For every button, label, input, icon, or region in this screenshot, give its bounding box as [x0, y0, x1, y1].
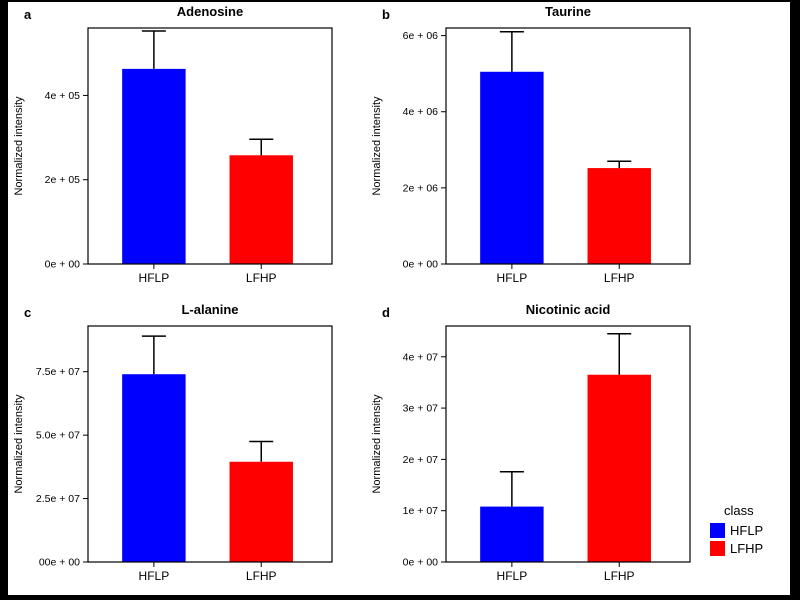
y-tick-label: 00e + 00	[39, 557, 80, 569]
y-tick-label: 0e + 00	[403, 259, 438, 271]
bar-hflp	[480, 506, 544, 562]
panel-b: Taurine b Normalized intensity 0e + 00 2e + …	[366, 2, 716, 298]
y-tick-label: 4e + 06	[403, 106, 438, 118]
bar-lfhp	[587, 168, 651, 264]
y-tick-label: 3e + 07	[403, 403, 438, 415]
bar-lfhp	[587, 374, 651, 562]
plot-box	[445, 27, 691, 265]
panel-letter: c	[24, 305, 31, 320]
y-tick-label: 2.5e + 07	[36, 493, 80, 505]
chart-svg-d: Nicotinic acid d Normalized intensity 0e + …	[371, 302, 691, 583]
y-axis-label: Normalized intensity	[371, 96, 383, 196]
y-tick-label: 5.0e + 07	[36, 430, 80, 442]
x-category-label: HFLP	[497, 271, 528, 285]
legend-label-lfhp: LFHP	[730, 540, 764, 556]
y-tick-label: 4e + 05	[45, 90, 80, 102]
x-category-label: LFHP	[246, 569, 277, 583]
y-tick-label: 0e + 00	[45, 259, 80, 271]
panel-letter: b	[382, 7, 390, 22]
x-category-label: LFHP	[246, 271, 277, 285]
bar-lfhp	[229, 155, 293, 264]
panel-a: Adenosine a Normalized intensity 0e + 00 2e …	[8, 2, 358, 298]
x-category-label: HFLP	[497, 569, 528, 583]
legend-swatch-lfhp	[710, 541, 725, 557]
chart-title: Taurine	[545, 4, 591, 19]
y-tick-label: 6e + 06	[403, 30, 438, 42]
bar-lfhp	[229, 461, 293, 562]
plot-box	[87, 27, 333, 265]
bar-hflp	[480, 71, 544, 264]
plot-box	[445, 325, 691, 563]
plot-box	[87, 325, 333, 563]
x-category-label: HFLP	[139, 271, 170, 285]
chart-svg-a: Adenosine a Normalized intensity 0e + 00 2e …	[13, 4, 333, 285]
y-tick-label: 7.5e + 07	[36, 366, 80, 378]
chart-svg-c: L-alanine c Normalized intensity 00e + 00 2.…	[13, 302, 333, 583]
y-axis-label: Normalized intensity	[371, 394, 383, 494]
panel-c: L-alanine c Normalized intensity 00e + 00 2.…	[8, 300, 358, 596]
y-tick-label: 2e + 05	[45, 174, 80, 186]
legend-item-hflp: HFLP	[710, 522, 764, 539]
y-axis-label: Normalized intensity	[13, 96, 25, 196]
y-axis-label: Normalized intensity	[13, 394, 25, 494]
chart-svg-b: Taurine b Normalized intensity 0e + 00 2e + …	[371, 4, 691, 285]
legend-swatch-hflp	[710, 523, 725, 539]
legend: class HFLP LFHP	[710, 503, 764, 559]
legend-title: class	[724, 503, 754, 518]
x-category-label: LFHP	[604, 569, 635, 583]
bar-hflp	[122, 374, 186, 562]
y-tick-label: 1e + 07	[403, 505, 438, 517]
y-tick-label: 2e + 07	[403, 454, 438, 466]
panel-letter: d	[382, 305, 390, 320]
y-tick-label: 2e + 06	[403, 182, 438, 194]
panel-letter: a	[24, 7, 32, 22]
chart-title: Nicotinic acid	[526, 302, 611, 317]
legend-label-hflp: HFLP	[730, 522, 764, 538]
panel-d: Nicotinic acid d Normalized intensity 0e + …	[366, 300, 716, 596]
legend-item-lfhp: LFHP	[710, 540, 764, 557]
x-category-label: HFLP	[139, 569, 170, 583]
chart-title: Adenosine	[177, 4, 243, 19]
x-category-label: LFHP	[604, 271, 635, 285]
chart-title: L-alanine	[181, 302, 238, 317]
figure: Adenosine a Normalized intensity 0e + 00 2e …	[8, 2, 790, 595]
bar-hflp	[122, 68, 186, 264]
y-tick-label: 0e + 00	[403, 557, 438, 569]
y-tick-label: 4e + 07	[403, 351, 438, 363]
